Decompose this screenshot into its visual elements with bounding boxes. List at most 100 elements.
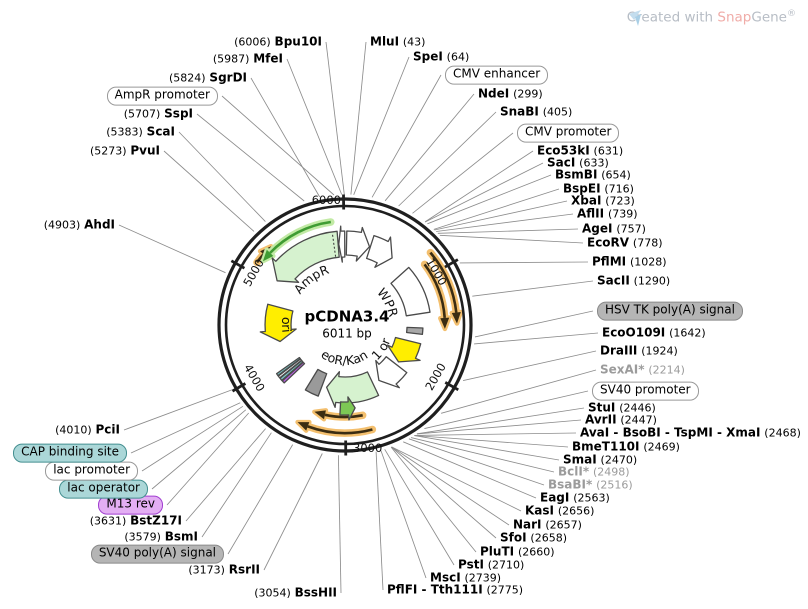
- enzyme-label-RsrII[interactable]: (3173) RsrII: [188, 563, 260, 576]
- feature-hsv-tk-polya-signal[interactable]: [405, 326, 424, 336]
- enzyme-position: (1642): [669, 326, 706, 340]
- enzyme-label-Eco53kI[interactable]: Eco53kI (631): [537, 144, 623, 157]
- feature-neor-kanr[interactable]: [325, 371, 380, 409]
- enzyme-label-Bpu10I[interactable]: (6006) Bpu10I: [234, 35, 322, 48]
- feature-box-m13-rev[interactable]: M13 rev: [98, 495, 163, 515]
- leader-lines: [118, 41, 599, 594]
- leader-line: [391, 446, 497, 539]
- orf-arrow-2[interactable]: [295, 419, 377, 437]
- leader-line: [375, 451, 384, 591]
- enzyme-label-EcoO109I[interactable]: EcoO109I (1642): [602, 326, 706, 339]
- enzyme-label-MscI[interactable]: MscI (2739): [430, 571, 501, 584]
- enzyme-label-SmaI[interactable]: SmaI (2470): [563, 453, 637, 466]
- enzyme-position: (3054): [254, 586, 291, 600]
- enzyme-label-AgeI[interactable]: AgeI (757): [582, 222, 646, 235]
- enzyme-label-PstI[interactable]: PstI (2710): [458, 558, 524, 571]
- leader-line: [474, 310, 594, 338]
- leader-line: [414, 435, 569, 448]
- enzyme-name: DraIII: [600, 343, 638, 358]
- enzyme-label-NarI[interactable]: NarI (2657): [513, 518, 582, 531]
- enzyme-label-ScaI[interactable]: (5383) ScaI: [106, 125, 175, 138]
- enzyme-name: SspI: [164, 106, 193, 121]
- feature-box-sv40-poly-a-signal[interactable]: SV40 poly(A) signal: [90, 544, 224, 564]
- orf-arrow-5[interactable]: [260, 218, 335, 264]
- feature-sv40-promoter[interactable]: [375, 356, 408, 389]
- feature-label-wpre[interactable]: WPRE: [0, 0, 401, 319]
- enzyme-name: BstZ17I: [130, 513, 182, 528]
- enzyme-label-SacI[interactable]: SacI (633): [547, 156, 609, 169]
- enzyme-label-SpeI[interactable]: SpeI (64): [413, 50, 469, 63]
- feature-wpre[interactable]: [390, 266, 431, 317]
- enzyme-label-BspEI[interactable]: BspEI (716): [563, 182, 634, 195]
- feature-box-hsv-tk-poly-a-signal[interactable]: HSV TK poly(A) signal: [597, 301, 743, 321]
- enzyme-label-MluI[interactable]: MluI (43): [370, 35, 425, 48]
- enzyme-name: MscI: [430, 570, 461, 585]
- enzyme-label-PciI[interactable]: (4010) PciI: [55, 423, 120, 436]
- enzyme-label-BmeT110I[interactable]: BmeT110I (2469): [572, 440, 680, 453]
- enzyme-label-SfoI[interactable]: SfoI (2658): [500, 531, 567, 544]
- tick-mark-4000: [231, 382, 247, 393]
- enzyme-label-SgrDI[interactable]: (5824) SgrDI: [169, 71, 247, 84]
- enzyme-label-SnaBI[interactable]: SnaBI (405): [500, 105, 572, 118]
- enzyme-label-AhdI[interactable]: (4903) AhdI: [44, 218, 115, 231]
- feature-cmv-enhancer[interactable]: [345, 226, 371, 262]
- feature-label-ori[interactable]: ori: [279, 317, 295, 334]
- enzyme-name: StuI: [588, 400, 616, 415]
- enzyme-label-DraIII[interactable]: DraIII (1924): [600, 344, 678, 357]
- enzyme-name: PflFI - Tth111I: [387, 582, 483, 597]
- leader-line: [472, 280, 594, 297]
- enzyme-label-SacII[interactable]: SacII (1290): [597, 274, 670, 287]
- enzyme-label-BsmBI[interactable]: BsmBI (654): [555, 168, 631, 181]
- enzyme-label-BsmI[interactable]: (3579) BsmI: [124, 530, 198, 543]
- feature-orf-stub[interactable]: [339, 396, 356, 421]
- enzyme-name: BsmI: [164, 529, 198, 544]
- enzyme-label-EagI[interactable]: EagI (2563): [540, 491, 610, 504]
- enzyme-label-SexAI-[interactable]: SexAI* (2214): [600, 363, 685, 376]
- enzyme-label-BclI-[interactable]: BclI* (2498): [558, 465, 630, 478]
- feature-sv40-polya-signal[interactable]: [304, 368, 328, 397]
- feature-box-ampr-promoter[interactable]: AmpR promoter: [106, 86, 218, 106]
- enzyme-label-EcoRV[interactable]: EcoRV (778): [587, 236, 663, 249]
- feature-box-cap-binding-site[interactable]: CAP binding site: [13, 443, 127, 463]
- enzyme-name: SmaI: [563, 452, 597, 467]
- enzyme-label-PvuI[interactable]: (5273) PvuI: [90, 144, 160, 157]
- enzyme-label-NdeI[interactable]: NdeI (299): [478, 87, 543, 100]
- enzyme-label-BssHII[interactable]: (3054) BssHII: [254, 586, 337, 599]
- enzyme-label-PflMI[interactable]: PflMI (1028): [592, 255, 667, 268]
- enzyme-label-XbaI[interactable]: XbaI (723): [571, 194, 635, 207]
- enzyme-label-StuI[interactable]: StuI (2446): [588, 401, 656, 414]
- enzyme-label-BsaBI-[interactable]: BsaBI* (2516): [548, 478, 633, 491]
- enzyme-label-BstZ17I[interactable]: (3631) BstZ17I: [90, 514, 182, 527]
- leader-line: [398, 111, 497, 207]
- feature-box-cmv-enhancer[interactable]: CMV enhancer: [445, 65, 549, 85]
- orf-arrow-1[interactable]: [420, 260, 452, 332]
- enzyme-label-MfeI[interactable]: (5987) MfeI: [213, 52, 283, 65]
- leader-line: [201, 432, 272, 538]
- enzyme-name: BspEI: [563, 181, 601, 196]
- enzyme-position: (2447): [620, 413, 657, 427]
- enzyme-label-PflFI-Tth111I[interactable]: PflFI - Tth111I (2775): [387, 583, 523, 596]
- feature-ori[interactable]: [259, 303, 297, 343]
- enzyme-position: (2498): [592, 465, 630, 479]
- enzyme-label-PluTI[interactable]: PluTI (2660): [480, 545, 555, 558]
- enzyme-position: (1924): [641, 344, 678, 358]
- feature-box-lac-operator[interactable]: lac operator: [59, 479, 148, 499]
- enzyme-label-AvrII[interactable]: AvrII (2447): [585, 413, 657, 426]
- snapgene-watermark: Created with SnapGene®: [627, 9, 796, 26]
- feature-ampr-promoter[interactable]: [338, 225, 346, 263]
- orf-arrow-0[interactable]: [426, 248, 464, 326]
- enzyme-label-KasI[interactable]: KasI (2656): [525, 504, 594, 517]
- enzyme-label-AflII[interactable]: AflII (739): [577, 207, 638, 220]
- enzyme-position: (2710): [487, 558, 525, 572]
- feature-cap-binding-site[interactable]: [275, 356, 301, 377]
- feature-ampr[interactable]: [271, 230, 340, 283]
- feature-cmv-promoter[interactable]: [365, 234, 393, 268]
- enzyme-name: SacII: [597, 273, 630, 288]
- feature-box-lac-promoter[interactable]: lac promoter: [45, 461, 138, 481]
- feature-box-sv40-promoter[interactable]: SV40 promoter: [592, 381, 699, 401]
- enzyme-label-AvaI-BsoBI-TspMI-XmaI[interactable]: AvaI - BsoBI - TspMI - XmaI (2468): [580, 426, 801, 439]
- feature-f1-ori[interactable]: [386, 336, 422, 363]
- feature-box-cmv-promoter[interactable]: CMV promoter: [517, 123, 620, 143]
- orf-arrow-3[interactable]: [312, 408, 367, 422]
- enzyme-label-SspI[interactable]: (5707) SspI: [124, 107, 193, 120]
